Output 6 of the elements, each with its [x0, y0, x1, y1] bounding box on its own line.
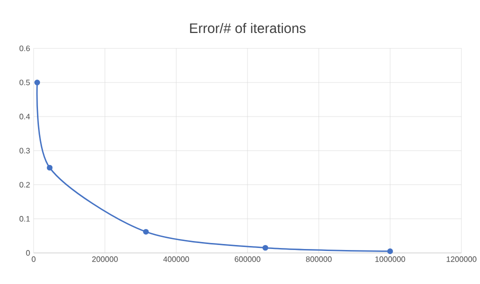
point	[143, 229, 149, 235]
point	[387, 248, 393, 254]
chart-title: Error/# of iterations	[190, 23, 306, 34]
point	[262, 245, 268, 251]
point	[34, 80, 40, 86]
point	[46, 165, 53, 171]
